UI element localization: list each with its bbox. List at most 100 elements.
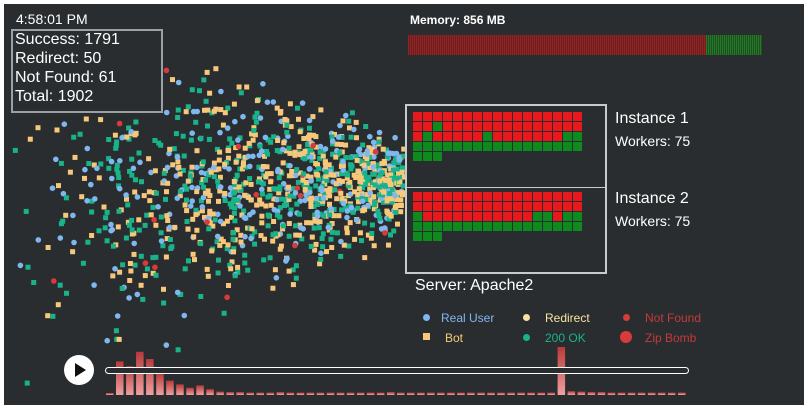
request-particle <box>250 137 256 143</box>
request-particle <box>216 198 221 204</box>
request-particle <box>377 178 383 184</box>
request-particle <box>338 253 344 259</box>
request-particle <box>359 238 364 244</box>
request-particle <box>166 150 172 157</box>
request-particle <box>254 98 260 104</box>
request-particle <box>199 180 205 186</box>
request-particle <box>72 154 78 160</box>
request-particle <box>380 192 385 198</box>
request-particle <box>150 255 156 261</box>
request-particle <box>371 171 377 177</box>
request-particle <box>108 221 114 228</box>
request-particle <box>190 251 196 257</box>
request-particle <box>182 183 188 189</box>
request-particle <box>357 230 363 236</box>
play-button[interactable] <box>64 355 94 385</box>
request-particle <box>390 150 396 157</box>
request-particle <box>207 193 213 198</box>
worker-cell <box>453 192 462 201</box>
request-particle <box>241 214 247 221</box>
request-particle <box>284 122 290 128</box>
request-particle <box>398 197 404 203</box>
request-particle <box>361 162 367 168</box>
request-particle <box>113 145 119 151</box>
request-particle <box>286 145 292 151</box>
request-particle <box>238 232 244 238</box>
request-particle <box>249 131 255 137</box>
request-particle <box>265 171 270 177</box>
request-particle <box>307 125 312 131</box>
request-particle <box>338 238 344 245</box>
request-particle <box>218 88 224 95</box>
worker-cell <box>423 222 432 231</box>
request-particle <box>170 77 175 83</box>
worker-cell <box>523 222 532 231</box>
request-particle <box>369 146 375 152</box>
request-particle <box>275 212 280 218</box>
request-particle <box>124 196 129 202</box>
request-particle <box>267 193 273 199</box>
request-particle <box>310 114 316 120</box>
server-divider <box>406 187 606 188</box>
request-particle <box>152 264 158 271</box>
worker-cell <box>423 192 432 201</box>
request-particle <box>241 208 247 214</box>
request-particle <box>126 125 132 131</box>
request-particle <box>386 216 392 222</box>
request-particle <box>333 181 339 187</box>
worker-cell <box>513 212 522 221</box>
request-particle <box>248 181 254 187</box>
timeline-scrubber[interactable] <box>105 367 689 374</box>
request-particle <box>224 125 231 131</box>
request-particle <box>27 136 33 142</box>
worker-cell <box>523 112 532 121</box>
request-particle <box>360 208 366 214</box>
request-particle <box>209 248 215 254</box>
request-particle <box>53 156 59 163</box>
request-particle <box>270 232 276 238</box>
request-particle <box>242 233 248 240</box>
request-particle <box>308 199 314 205</box>
request-particle <box>369 200 375 206</box>
request-particle <box>301 136 307 141</box>
request-particle <box>63 212 69 218</box>
worker-cell <box>413 152 422 161</box>
request-particle <box>276 175 282 181</box>
request-particle <box>191 234 197 240</box>
request-particle <box>235 197 241 203</box>
request-particle <box>237 166 243 172</box>
request-particle <box>147 198 153 204</box>
request-particle <box>343 155 349 161</box>
worker-cell <box>433 142 442 151</box>
request-particle <box>127 278 133 283</box>
request-particle <box>299 100 306 106</box>
request-particle <box>309 151 315 157</box>
request-particle <box>153 272 159 278</box>
request-particle <box>71 134 77 140</box>
request-particle <box>355 192 361 198</box>
request-particle <box>120 262 126 268</box>
request-particle <box>106 156 112 162</box>
request-particle <box>176 164 182 170</box>
request-particle <box>222 161 228 167</box>
request-particle <box>271 134 277 140</box>
worker-cell <box>463 202 472 211</box>
request-particle <box>372 182 378 188</box>
request-particle <box>89 233 95 238</box>
request-particle <box>328 236 334 242</box>
worker-cell <box>563 192 572 201</box>
request-particle <box>292 242 298 249</box>
request-particle <box>130 165 137 172</box>
request-particle <box>201 184 207 190</box>
request-particle <box>116 336 122 342</box>
request-particle <box>400 166 405 172</box>
request-particle <box>344 175 350 181</box>
legend-bot: Bot <box>421 331 511 345</box>
worker-cell <box>423 212 432 221</box>
request-particle <box>348 204 355 211</box>
request-particle <box>329 245 335 250</box>
request-particle <box>333 154 339 160</box>
request-particle <box>261 164 266 169</box>
worker-cell <box>513 192 522 201</box>
request-particle <box>360 142 366 148</box>
